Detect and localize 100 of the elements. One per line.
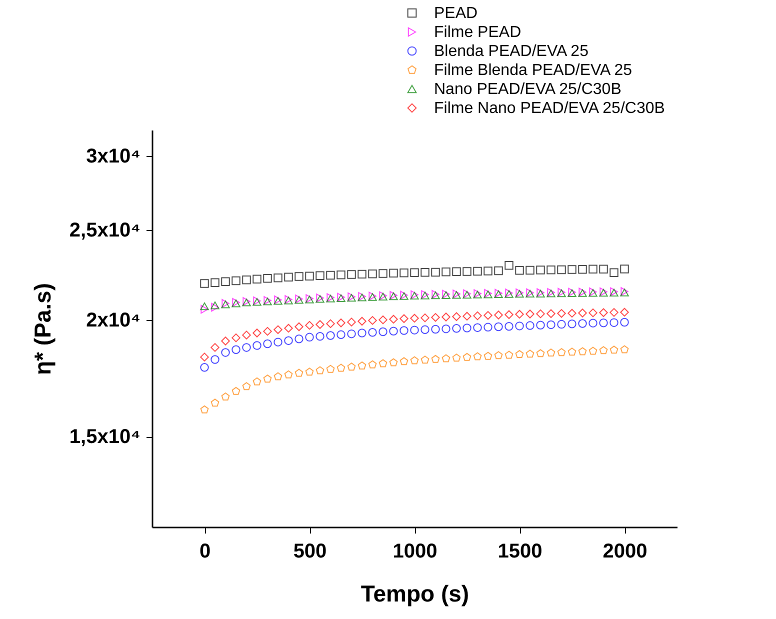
point — [294, 334, 304, 344]
point — [557, 320, 566, 329]
point — [484, 352, 492, 360]
point — [400, 357, 408, 366]
point — [599, 318, 608, 328]
point — [210, 398, 220, 407]
point — [347, 270, 356, 279]
legend-label: Filme PEAD — [434, 24, 522, 41]
point — [494, 310, 503, 320]
point — [252, 377, 262, 386]
point — [610, 318, 618, 327]
point — [515, 322, 524, 330]
point — [431, 354, 440, 363]
legend-label: PEAD — [434, 5, 478, 22]
point — [431, 268, 440, 277]
point — [526, 350, 534, 358]
x-tick-label: 1000 — [392, 540, 438, 562]
point — [504, 261, 514, 270]
point — [462, 312, 472, 321]
y-tick-label: 3x10⁴ — [86, 146, 140, 168]
point — [462, 352, 472, 361]
point — [210, 278, 220, 287]
point — [284, 324, 293, 333]
point — [368, 316, 377, 325]
point — [232, 276, 240, 286]
point — [358, 328, 366, 338]
point — [410, 356, 419, 364]
point — [252, 328, 262, 338]
point — [232, 345, 240, 354]
point — [504, 310, 514, 319]
point — [378, 269, 388, 278]
point — [442, 267, 450, 276]
point — [536, 309, 545, 318]
point — [400, 326, 408, 335]
point — [410, 326, 419, 334]
point — [568, 265, 576, 274]
point — [274, 338, 282, 346]
point — [284, 272, 293, 282]
point — [368, 269, 377, 278]
point — [620, 308, 629, 317]
point — [442, 312, 450, 322]
point — [200, 279, 209, 288]
point — [400, 268, 408, 278]
point — [484, 311, 492, 320]
point — [232, 386, 240, 395]
point — [210, 355, 220, 364]
point — [420, 313, 430, 322]
point — [568, 308, 576, 318]
point — [210, 301, 220, 310]
point — [599, 346, 608, 354]
point — [452, 354, 461, 362]
point — [336, 330, 346, 340]
point — [368, 328, 377, 337]
point — [263, 339, 272, 348]
point — [242, 275, 251, 284]
point — [347, 329, 356, 338]
point — [588, 264, 598, 274]
point — [316, 271, 324, 280]
point — [210, 343, 220, 352]
point — [316, 366, 324, 374]
point — [358, 361, 366, 370]
point — [400, 314, 408, 323]
point — [263, 326, 272, 336]
x-tick-label: 500 — [293, 540, 327, 562]
point — [494, 351, 503, 360]
point — [473, 311, 482, 320]
point — [588, 308, 598, 318]
point — [536, 266, 545, 274]
legend-label: Filme Nano PEAD/EVA 25/C30B — [434, 100, 665, 117]
point — [410, 314, 419, 323]
point — [294, 322, 304, 332]
point — [494, 266, 503, 276]
point — [221, 277, 230, 286]
point — [504, 350, 514, 359]
legend-label: Nano PEAD/EVA 25/C30B — [434, 81, 622, 98]
point — [305, 332, 314, 342]
y-axis-title: η* (Pa.s) — [29, 282, 56, 376]
point — [588, 346, 598, 355]
point — [473, 266, 482, 276]
point — [420, 325, 430, 334]
point — [526, 310, 534, 318]
point — [305, 272, 314, 281]
point — [536, 349, 545, 358]
point — [200, 302, 209, 310]
point — [546, 348, 556, 357]
point — [284, 370, 293, 378]
point — [326, 331, 335, 340]
point — [494, 322, 503, 332]
point — [378, 327, 388, 336]
point — [588, 318, 598, 328]
point — [473, 352, 482, 360]
point — [326, 364, 335, 373]
legend-label: Filme Blenda PEAD/EVA 25 — [434, 62, 632, 79]
point — [578, 264, 587, 274]
point — [420, 356, 430, 364]
point — [389, 314, 398, 324]
point — [526, 321, 534, 330]
point — [242, 343, 251, 352]
point — [442, 324, 450, 334]
point — [389, 326, 398, 336]
